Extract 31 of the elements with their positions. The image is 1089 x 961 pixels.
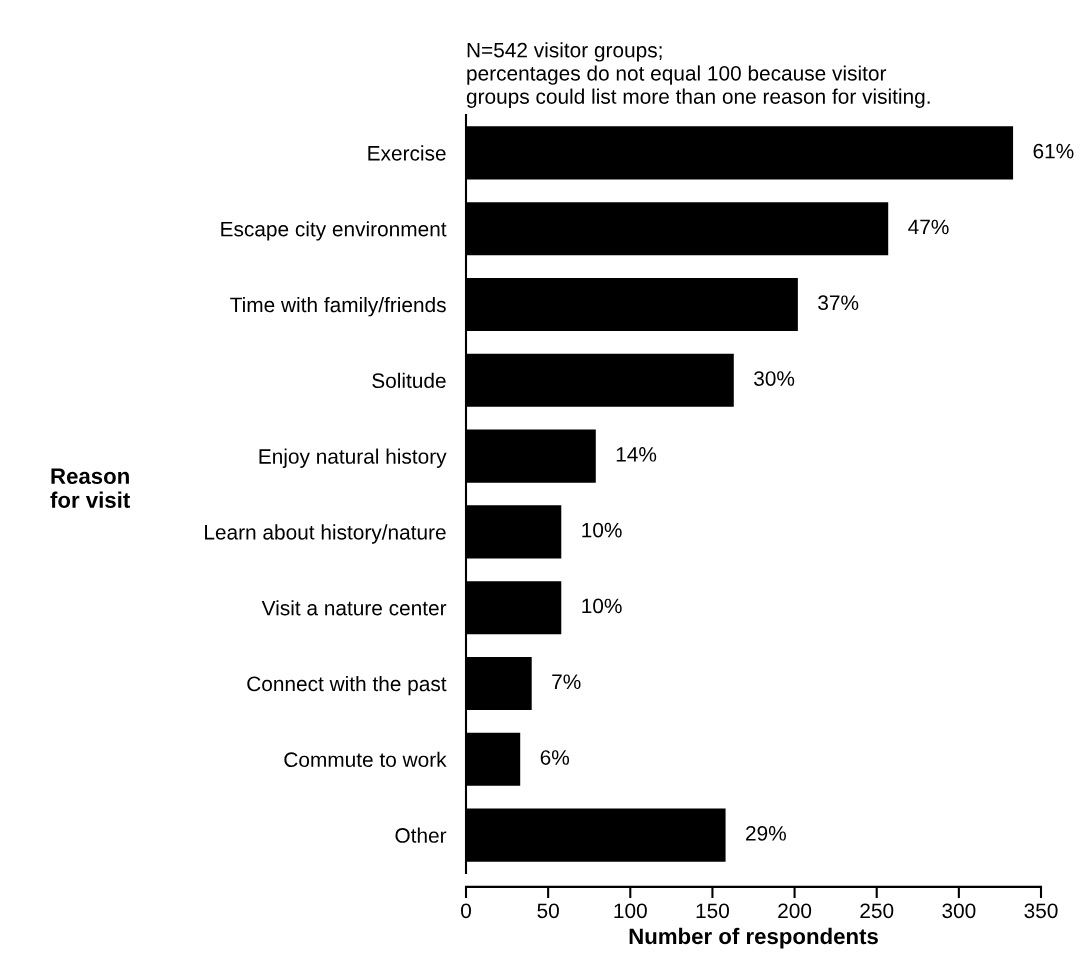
y-tick-label: Commute to work: [284, 751, 447, 768]
x-tick-label: 300: [942, 903, 976, 919]
y-tick-label: Time with family/friends: [230, 296, 446, 317]
x-tick-label: 250: [860, 903, 894, 919]
y-axis-title: Reason for visit: [50, 468, 130, 508]
y-tick-label: Other: [395, 827, 447, 843]
annotation: 47%: [908, 219, 949, 235]
x-tick-label: 0: [461, 903, 471, 919]
annotation: 10%: [582, 598, 622, 614]
x-axis-title: Number of respondents: [629, 927, 878, 949]
annotation: 37%: [818, 295, 859, 311]
annotation: 7%: [552, 674, 581, 690]
y-tick-label: Escape city environment: [221, 221, 447, 241]
annotation: 29%: [746, 825, 786, 841]
x-tick-label: 150: [696, 903, 729, 919]
y-tick-label: Connect with the past: [247, 675, 447, 696]
chart-subtitle: N=542 visitor groups; percentages do not equal 100 because visitor groups could list more than one reason for visiting.: [466, 42, 930, 108]
annotation: 30%: [754, 371, 795, 386]
x-tick-label: 50: [537, 903, 559, 919]
x-tick-label: 100: [614, 903, 647, 919]
annotation: 61%: [1033, 143, 1074, 159]
annotation: 10%: [582, 522, 622, 538]
y-tick-label: Enjoy natural history: [259, 448, 447, 468]
y-tick-label: Learn about history/nature: [205, 524, 446, 544]
annotation: 14%: [616, 447, 657, 462]
x-tick-label: 200: [778, 903, 812, 919]
y-tick-label: Visit a nature center: [261, 600, 447, 616]
x-tick-label: 350: [1024, 903, 1058, 919]
y-tick-label: Exercise: [368, 145, 446, 161]
y-tick-label: Solitude: [372, 372, 446, 389]
annotation: 6%: [540, 750, 570, 765]
